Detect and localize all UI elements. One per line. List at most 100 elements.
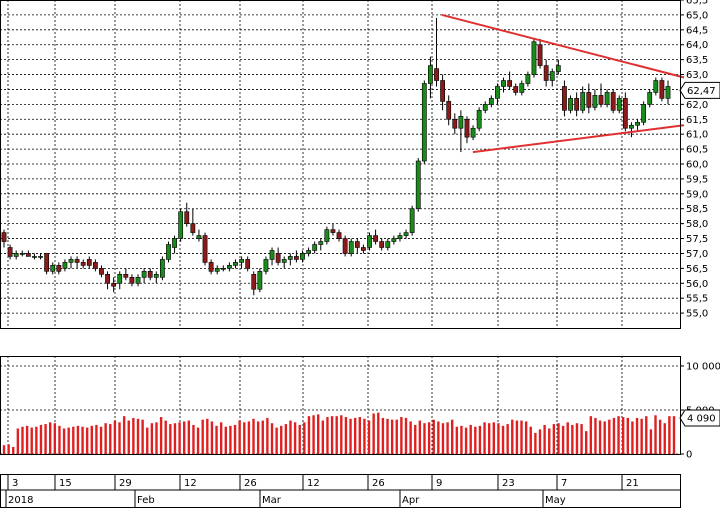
candle-body	[153, 274, 159, 278]
candle-body	[123, 274, 129, 278]
candle-body	[275, 253, 281, 263]
price-tick-label: 57,0	[686, 249, 708, 260]
candle-body	[397, 235, 403, 239]
candle-body	[300, 253, 305, 260]
candle-body	[202, 235, 208, 263]
price-tick-label: 55,5	[686, 294, 708, 305]
price-tick-label: 56,0	[686, 279, 708, 290]
candle-body	[647, 92, 653, 105]
candle-body	[440, 80, 446, 102]
candle-body	[403, 232, 409, 236]
month-label: May	[545, 495, 566, 506]
candle-body	[537, 44, 543, 66]
price-tick-label: 61,5	[686, 115, 708, 126]
candle-body	[519, 83, 525, 93]
candle-body	[348, 241, 354, 254]
candle-body	[428, 65, 433, 84]
day-label: 7	[561, 478, 567, 489]
candle-body	[476, 110, 482, 129]
candle-body	[208, 262, 214, 272]
candle-body	[653, 80, 659, 93]
candle-body	[470, 127, 476, 138]
candle-body	[245, 259, 251, 269]
month-label: 2018	[8, 495, 33, 506]
candle-body	[373, 235, 378, 242]
candle-body	[44, 253, 50, 272]
candle-body	[239, 259, 244, 263]
candle-body	[421, 83, 427, 162]
candle-body	[604, 92, 610, 105]
candle-body	[415, 160, 421, 210]
candle-body	[226, 265, 232, 269]
volume-tick-label: 0	[686, 450, 692, 461]
candle-body	[135, 277, 141, 284]
candle-body	[635, 121, 640, 126]
candle-body	[32, 256, 37, 258]
candle-body	[306, 250, 311, 254]
price-tick-label: 58,5	[686, 204, 708, 215]
price-tick-label: 57,5	[686, 234, 708, 245]
candle-body	[501, 80, 506, 87]
candle-body	[281, 259, 287, 263]
price-tick-label: 65,0	[686, 10, 708, 21]
candle-body	[367, 235, 372, 248]
price-tick-label: 56,5	[686, 264, 708, 275]
candle-body	[464, 118, 470, 138]
candle-body	[513, 86, 519, 93]
candle-body	[178, 211, 184, 239]
day-label: 15	[59, 478, 72, 489]
candle-body	[251, 274, 257, 290]
price-tick-label: 59,5	[686, 174, 708, 185]
candle-body	[336, 232, 342, 239]
day-label: 9	[436, 478, 442, 489]
price-tick-label: 59,0	[686, 189, 708, 200]
candle-body	[287, 256, 293, 260]
candle-body	[665, 86, 671, 99]
candle-body	[555, 65, 561, 72]
candle-body	[488, 98, 494, 105]
price-tick-label: 64,5	[686, 25, 708, 36]
candle-body	[580, 92, 586, 111]
candle-body	[74, 259, 80, 263]
candle-body	[233, 262, 238, 266]
candle-body	[482, 104, 488, 111]
price-tick-label: 60,0	[686, 160, 708, 171]
candle-body	[318, 241, 324, 245]
day-label: 12	[184, 478, 197, 489]
candle-body	[19, 253, 25, 255]
candle-body	[629, 124, 634, 129]
month-label: Feb	[137, 495, 155, 506]
candle-body	[458, 115, 464, 129]
candle-body	[354, 241, 360, 248]
day-label: 29	[119, 478, 132, 489]
candle-body	[147, 271, 153, 278]
candle-body	[549, 71, 555, 81]
price-panel: 55,0 55,5 56,0 56,5 57,0 57,5 58,0 58,5 59,0 59,5…	[0, 0, 720, 329]
candle-body	[616, 98, 622, 111]
candle-body	[38, 256, 43, 258]
last-volume-box	[679, 409, 720, 427]
last-price-box	[679, 81, 720, 99]
candle-body	[50, 265, 56, 272]
price-tick-label: 63,5	[686, 55, 708, 66]
candle-body	[172, 238, 177, 248]
candle-body	[409, 208, 415, 233]
candle-body	[495, 86, 500, 99]
candle-body	[598, 95, 604, 105]
candle-body	[543, 65, 549, 81]
candle-body	[568, 98, 573, 111]
candle-body	[141, 271, 147, 278]
last-volume-label: 4 090	[687, 414, 716, 425]
candle-body	[105, 274, 110, 284]
price-tick-label: 65,5	[686, 0, 708, 7]
volume-tick-label: 10 000	[686, 362, 720, 373]
price-tick-label: 64,0	[686, 40, 708, 51]
candle-body	[263, 259, 269, 272]
candle-body	[507, 80, 513, 87]
candle-body	[13, 253, 19, 257]
candle-body	[586, 92, 592, 108]
candle-body	[324, 229, 330, 242]
candle-body	[184, 211, 190, 224]
